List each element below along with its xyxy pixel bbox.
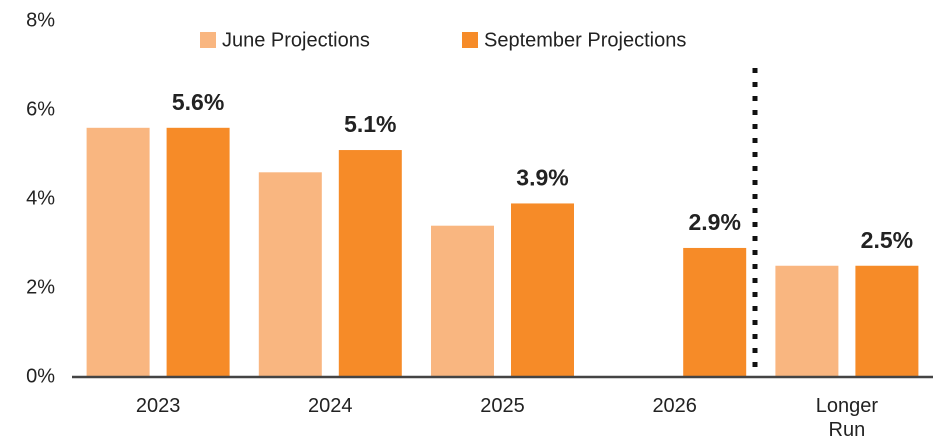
x-tick-label: 2025 — [480, 395, 525, 417]
value-label: 2.9% — [688, 209, 740, 235]
bar — [86, 127, 150, 377]
bar — [258, 172, 322, 377]
x-tick-label: 2024 — [308, 395, 353, 417]
y-tick-label: 2% — [26, 276, 55, 298]
value-label: 2.5% — [861, 227, 913, 253]
value-label: 5.1% — [344, 111, 396, 137]
bar — [683, 247, 747, 377]
y-tick-label: 8% — [26, 9, 55, 31]
bar — [338, 150, 402, 377]
bar — [511, 203, 574, 377]
x-tick-label: 2026 — [652, 395, 697, 417]
y-tick-label: 0% — [26, 365, 55, 387]
legend-label: June Projections — [222, 29, 370, 51]
value-label: 3.9% — [516, 165, 568, 191]
legend-label: September Projections — [484, 29, 686, 51]
bar — [166, 127, 230, 377]
legend-swatch — [462, 32, 478, 48]
x-tick-label: Longer Run — [815, 395, 879, 441]
y-tick-label: 6% — [26, 98, 55, 120]
bar — [431, 225, 494, 377]
x-tick-label: 2023 — [135, 395, 181, 417]
legend-swatch — [200, 32, 216, 48]
value-label: 5.6% — [172, 89, 224, 115]
bar — [775, 265, 839, 377]
bar — [855, 265, 919, 377]
y-tick-label: 4% — [26, 187, 55, 209]
